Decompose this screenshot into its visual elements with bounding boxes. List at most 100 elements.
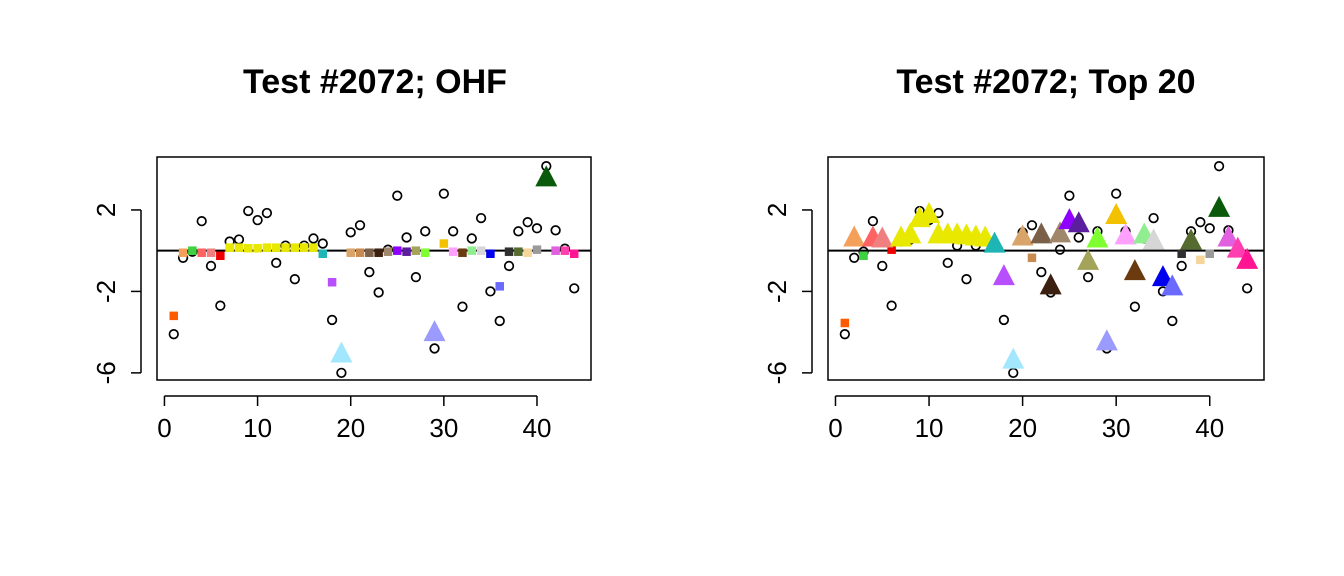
triangle-marker bbox=[1161, 274, 1184, 296]
triangle-marker bbox=[1030, 222, 1053, 244]
triangle-marker bbox=[1086, 226, 1109, 248]
data-point bbox=[261, 207, 273, 219]
triangle-marker bbox=[1142, 228, 1165, 250]
data-point bbox=[886, 300, 897, 311]
data-point bbox=[531, 223, 543, 234]
square-marker bbox=[393, 246, 402, 255]
triangle-marker bbox=[1039, 273, 1062, 295]
triangle-marker bbox=[983, 231, 1006, 253]
square-marker bbox=[504, 247, 514, 256]
square-marker bbox=[1205, 249, 1214, 258]
square-marker bbox=[448, 247, 458, 256]
square-marker bbox=[197, 248, 206, 257]
triangle-marker bbox=[1226, 236, 1249, 258]
data-point bbox=[1242, 283, 1253, 294]
data-point bbox=[1036, 266, 1047, 278]
square-marker bbox=[458, 248, 467, 257]
data-point bbox=[475, 212, 487, 224]
data-point bbox=[522, 217, 533, 228]
square-marker bbox=[532, 245, 542, 254]
x-tick-label: 20 bbox=[1008, 413, 1037, 443]
square-marker bbox=[299, 243, 309, 252]
data-point bbox=[317, 238, 328, 249]
triangle-marker bbox=[1208, 195, 1231, 217]
square-marker bbox=[569, 249, 579, 258]
data-point bbox=[233, 234, 245, 245]
triangle-marker bbox=[1067, 211, 1090, 233]
x-tick-label: 0 bbox=[828, 413, 842, 443]
square-marker bbox=[290, 243, 300, 252]
chart-title: Test #2072; Top 20 bbox=[896, 63, 1195, 101]
square-marker bbox=[486, 249, 495, 258]
triangle-marker bbox=[1180, 228, 1203, 250]
data-point bbox=[252, 214, 263, 226]
data-point bbox=[420, 226, 431, 237]
y-tick-label: 2 bbox=[91, 203, 121, 217]
plot-frame bbox=[827, 156, 1265, 381]
data-point bbox=[466, 233, 477, 244]
triangle-marker bbox=[1151, 265, 1174, 287]
data-point bbox=[373, 287, 384, 298]
square-marker bbox=[216, 251, 225, 261]
panel-ohf: Test #2072; OHF 0 10 20 30 40 -6 -2 2 bbox=[91, 63, 592, 443]
data-point bbox=[1176, 260, 1187, 272]
y-tick-label: -2 bbox=[762, 280, 792, 303]
x-tick-label: 20 bbox=[336, 413, 365, 443]
x-tick-label: 30 bbox=[1102, 413, 1131, 443]
x-tick-label: 10 bbox=[915, 413, 944, 443]
square-marker bbox=[271, 243, 281, 252]
triangle-marker bbox=[1049, 221, 1072, 243]
square-marker bbox=[188, 246, 197, 255]
data-point bbox=[1129, 301, 1141, 312]
square-marker bbox=[318, 249, 328, 258]
triangle-marker bbox=[330, 341, 353, 363]
data-point bbox=[494, 315, 505, 327]
triangle-marker bbox=[1114, 223, 1137, 245]
data-point bbox=[401, 232, 412, 243]
x-tick-label: 40 bbox=[523, 413, 552, 443]
data-point bbox=[1111, 188, 1122, 199]
x-tick-label: 30 bbox=[429, 413, 458, 443]
data-point bbox=[1195, 217, 1206, 228]
triangle-marker bbox=[918, 202, 941, 224]
data-point bbox=[867, 216, 879, 227]
data-point bbox=[336, 367, 347, 379]
data-point bbox=[429, 343, 440, 354]
square-marker bbox=[374, 248, 383, 257]
x-tick-label: 10 bbox=[243, 413, 272, 443]
square-marker bbox=[551, 246, 560, 255]
square-marker bbox=[244, 243, 253, 253]
triangle-marker bbox=[899, 222, 922, 244]
data-point bbox=[168, 329, 179, 340]
data-point bbox=[1008, 367, 1019, 379]
data-point bbox=[289, 274, 300, 285]
data-point bbox=[392, 190, 403, 201]
triangle-marker bbox=[1011, 224, 1034, 246]
triangle-marker bbox=[843, 225, 866, 247]
data-point bbox=[503, 260, 515, 272]
triangle-marker bbox=[535, 165, 558, 187]
y-tick-label: -6 bbox=[762, 361, 792, 384]
square-marker bbox=[523, 248, 532, 257]
square-marker bbox=[225, 243, 234, 252]
data-point bbox=[942, 257, 953, 269]
square-marker bbox=[439, 239, 449, 248]
square-marker bbox=[178, 248, 188, 257]
data-point bbox=[364, 266, 375, 278]
triangle-marker bbox=[423, 320, 446, 342]
chart-title: Test #2072; OHF bbox=[243, 63, 507, 101]
data-point bbox=[1073, 232, 1084, 243]
data-point bbox=[1026, 220, 1038, 231]
square-marker bbox=[169, 311, 179, 321]
data-point bbox=[457, 301, 468, 312]
data-point bbox=[1082, 272, 1094, 283]
square-marker bbox=[281, 243, 290, 252]
data-point bbox=[485, 286, 496, 297]
square-marker bbox=[495, 282, 504, 291]
square-marker bbox=[383, 247, 393, 256]
square-marker bbox=[355, 248, 365, 257]
square-marker bbox=[253, 243, 262, 253]
square-marker bbox=[309, 243, 318, 252]
plot-frame bbox=[156, 156, 592, 381]
